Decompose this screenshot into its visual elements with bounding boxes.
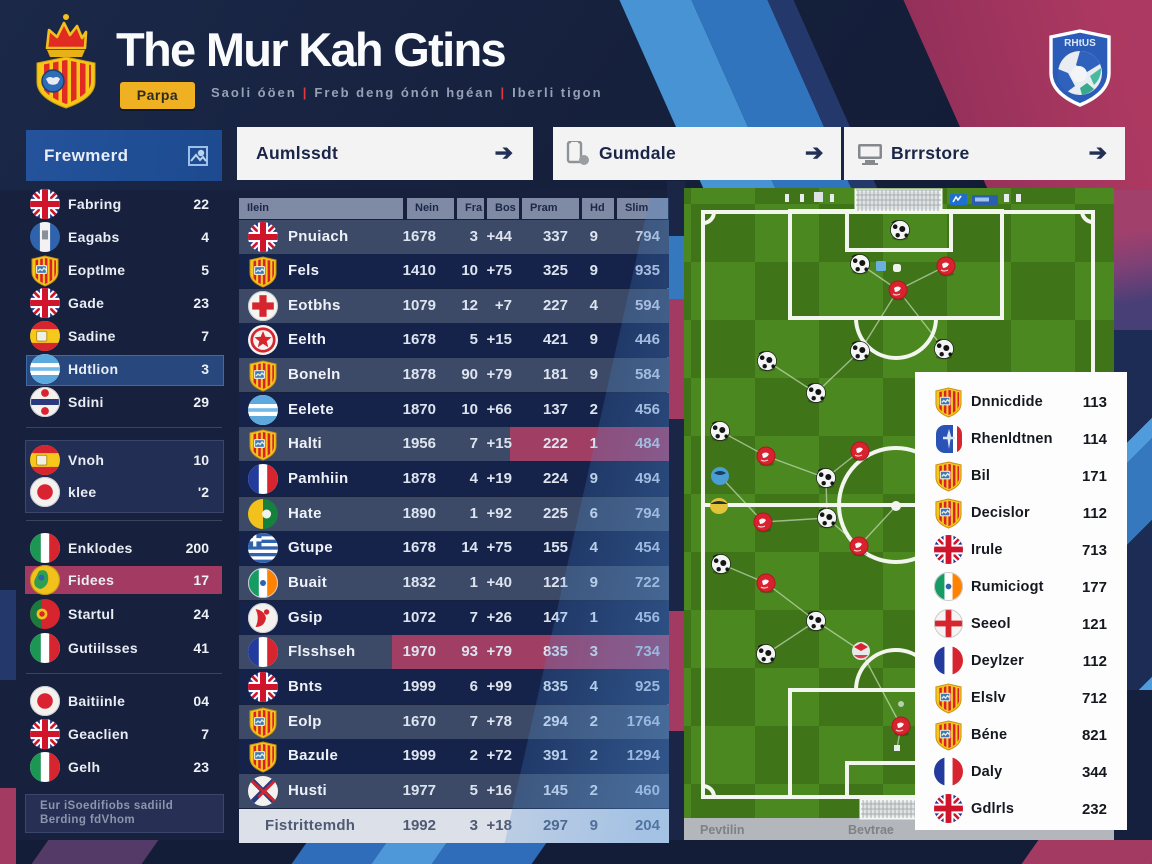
svg-text:Pevtilin: Pevtilin: [700, 823, 744, 837]
svg-text:RHtUS: RHtUS: [1064, 38, 1096, 49]
svg-text:Bevtrae: Bevtrae: [848, 823, 894, 837]
